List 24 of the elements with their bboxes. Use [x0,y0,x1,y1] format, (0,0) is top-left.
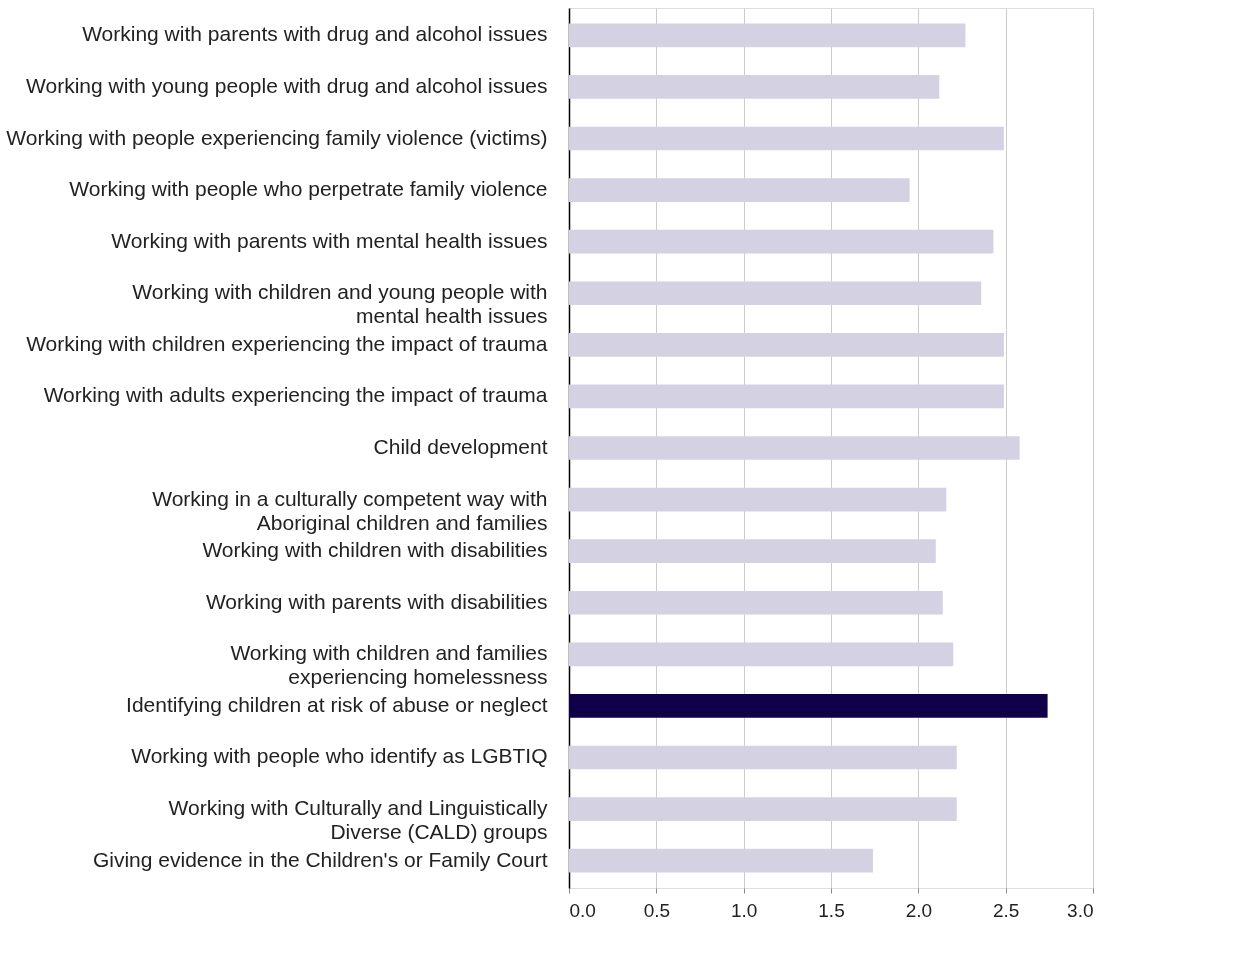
y-tick-label: Working with people experiencing family violence (victims) [6,125,548,149]
y-tick-label: Working with parents with drug and alcohol issues [82,22,548,46]
y-tick-label: Identifying children at risk of abuse or neglect [126,692,548,716]
y-tick-label: Giving evidence in the Children's or Family Court [92,847,548,871]
y-tick-label: Working with children experiencing the impact of trauma [26,331,548,355]
x-tick-label: 1.5 [818,899,845,921]
y-tick-label: Working with people who identify as LGBTIQ [131,744,548,768]
y-tick-label: Working with children and families experiencing homelessness [230,641,548,689]
x-tick-label: 0.5 [643,899,671,921]
x-tick-label: 0.0 [569,899,596,921]
y-tick-label: Working with people who perpetrate family violence [69,177,548,201]
y-tick-label: Working with Culturally and Linguistically Diverse (CALD) groups [168,796,548,844]
y-tick-label: Working with parents with mental health issues [111,228,548,252]
y-tick-label: Working with parents with disabilities [205,589,548,613]
y-tick-label: Working in a culturally competent way with Aboriginal children and families [152,486,548,534]
x-tick-label: 2.0 [905,899,933,921]
y-tick-label: Working with young people with drug and alcohol issues [26,73,548,97]
x-tick-label: 1.0 [730,899,758,921]
y-tick-label: Working with children with disabilities [202,538,548,562]
x-tick-label: 2.5 [992,899,1020,921]
x-tick-label: 3.0 [1067,899,1094,921]
y-tick-label: Working with adults experiencing the impact of trauma [43,383,548,407]
y-tick-label: Child development [373,435,548,458]
y-tick-label: Working with children and young people with mental health issues [132,280,548,328]
